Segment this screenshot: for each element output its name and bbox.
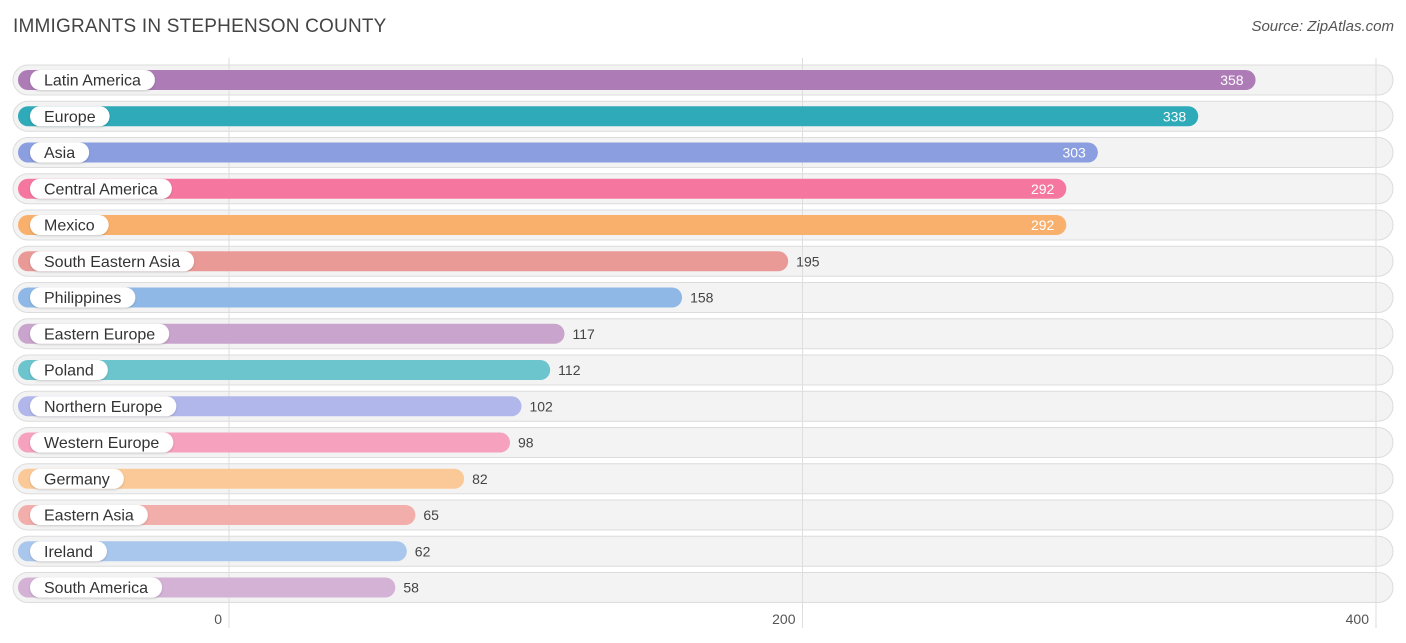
category-label-pill [30, 106, 110, 127]
source-label: Source: ZipAtlas.com [1251, 18, 1394, 35]
bar-group: Europe 338 [18, 106, 1199, 127]
category-label: Poland [44, 363, 94, 380]
bar-group: South Eastern Asia 195 [18, 251, 820, 272]
value-label: 82 [472, 471, 488, 487]
bar [18, 70, 1256, 90]
bar [18, 251, 789, 272]
category-label-pill [30, 251, 195, 272]
bar [18, 468, 465, 489]
bar [18, 215, 1067, 235]
category-label-pill [30, 396, 177, 417]
category-label: Northern Europe [44, 399, 162, 416]
bar [18, 142, 1098, 163]
category-label: Central America [44, 181, 158, 198]
value-label: 303 [1062, 145, 1086, 161]
bar-group: Asia 303 [18, 142, 1098, 163]
category-label: South America [44, 580, 148, 597]
bar [18, 178, 1067, 199]
x-tick-label: 200 [772, 611, 796, 627]
chart-title: IMMIGRANTS IN STEPHENSON COUNTY [13, 16, 387, 37]
category-label-pill [30, 142, 90, 163]
category-label-pill [30, 432, 174, 453]
category-label: Eastern Europe [44, 326, 155, 343]
category-label: Latin America [44, 73, 141, 90]
x-tick-label: 400 [1346, 611, 1370, 627]
value-label: 292 [1031, 217, 1055, 233]
bar-group: Eastern Asia 65 [18, 505, 439, 525]
value-label: 292 [1031, 181, 1055, 197]
bar-group: Latin America 358 [18, 70, 1256, 90]
category-label: South Eastern Asia [44, 254, 180, 271]
bar-group: Northern Europe 102 [18, 396, 553, 417]
bar-group: Mexico 292 [18, 215, 1067, 235]
value-label: 195 [796, 253, 820, 269]
category-label: Mexico [44, 218, 95, 235]
category-label-pill [30, 70, 155, 90]
bar [18, 360, 551, 380]
category-label: Eastern Asia [44, 508, 134, 525]
bar-group: Western Europe 98 [18, 432, 534, 453]
x-tick-label: 0 [214, 611, 222, 627]
category-label-pill [30, 360, 108, 380]
value-label: 112 [558, 362, 581, 378]
category-label-pill [30, 215, 109, 235]
value-label: 58 [403, 580, 419, 596]
category-label: Asia [44, 145, 75, 162]
bar-group: Germany 82 [18, 468, 488, 489]
value-label: 65 [423, 507, 439, 523]
bar-group: South America 58 [18, 577, 419, 598]
category-label-pill [30, 178, 172, 199]
value-label: 158 [690, 290, 714, 306]
category-label-pill [30, 577, 163, 598]
bar [18, 541, 407, 562]
category-label-pill [30, 323, 170, 344]
value-label: 117 [572, 326, 595, 342]
bar-group: Poland 112 [18, 360, 581, 380]
bar-group: Philippines 158 [18, 287, 714, 308]
category-label: Europe [44, 109, 96, 126]
value-label: 358 [1220, 72, 1244, 88]
category-label: Philippines [44, 290, 121, 307]
category-label-pill [30, 541, 107, 562]
bar-group: Eastern Europe 117 [18, 323, 595, 344]
category-label-pill [30, 468, 124, 489]
value-label: 98 [518, 435, 534, 451]
category-label-pill [30, 505, 148, 525]
category-label: Ireland [44, 544, 93, 561]
category-label: Western Europe [44, 435, 159, 452]
value-label: 102 [529, 398, 553, 414]
value-label: 338 [1163, 108, 1187, 124]
value-label: 62 [415, 543, 431, 559]
category-label: Germany [44, 471, 110, 488]
category-label-pill [30, 287, 136, 308]
bar [18, 287, 683, 308]
bar [18, 106, 1199, 127]
bar-group: Central America 292 [18, 178, 1067, 199]
bar-group: Ireland 62 [18, 541, 431, 562]
